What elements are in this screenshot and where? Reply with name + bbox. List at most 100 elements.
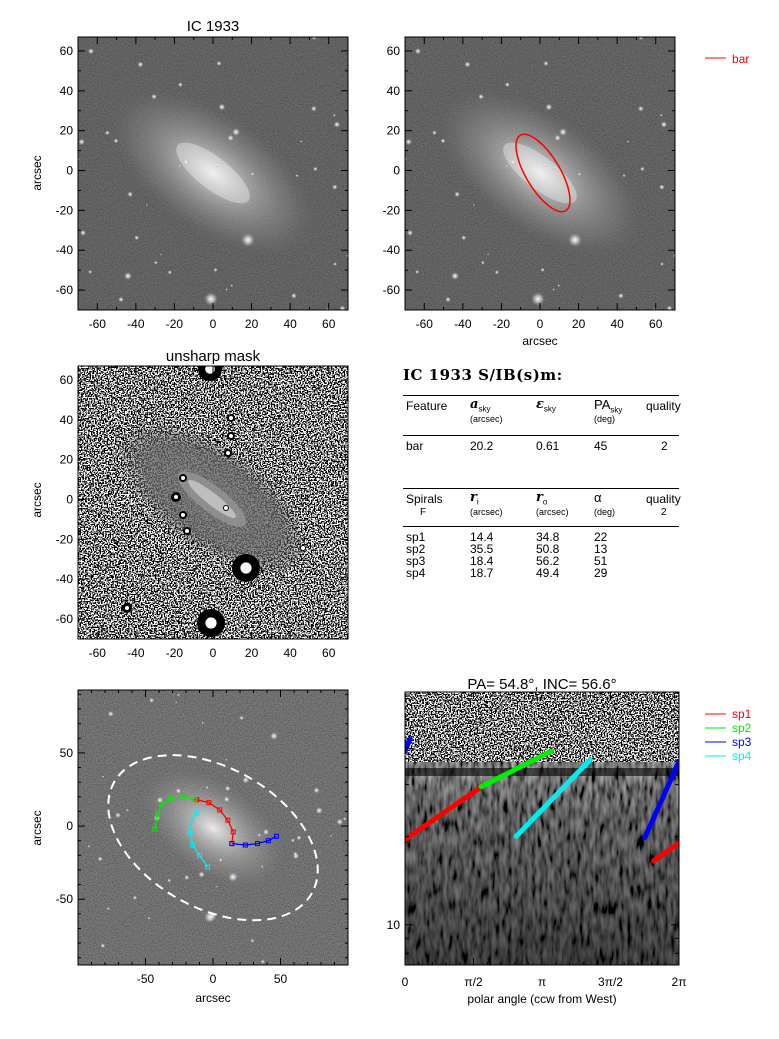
spiral-row-name: sp2	[406, 542, 426, 556]
star	[213, 267, 218, 273]
star	[226, 166, 230, 170]
arm-point-sp4	[194, 810, 200, 816]
star	[626, 140, 630, 143]
arm-point-sp1	[206, 800, 212, 806]
star	[218, 858, 223, 862]
col-pa-sub: sky	[610, 405, 623, 415]
star	[311, 37, 317, 41]
star	[478, 93, 484, 100]
star	[472, 203, 475, 207]
col-ri-sub: i	[476, 497, 479, 507]
star	[290, 292, 297, 299]
star	[106, 907, 110, 911]
star	[205, 786, 209, 790]
star	[293, 851, 298, 856]
col-feature: Feature	[406, 399, 448, 413]
series-sp1	[651, 840, 679, 864]
x-tick-label: 0	[537, 317, 544, 331]
col-a: a	[470, 397, 479, 412]
star	[239, 715, 244, 721]
x-tick-label: -40	[127, 646, 145, 660]
spiral-class: F	[420, 507, 427, 518]
bright-star	[510, 159, 516, 165]
star	[100, 943, 106, 949]
table-rule	[403, 526, 679, 527]
arm-point-sp2	[191, 797, 197, 803]
y-tick-label: 0	[66, 819, 73, 833]
bar-fit-raster	[405, 37, 675, 310]
bar-legend-label: bar	[732, 52, 749, 66]
star	[201, 721, 204, 725]
star	[342, 817, 347, 821]
unit-ro: (arcsec)	[536, 507, 569, 517]
table-rule	[403, 488, 679, 489]
star	[87, 48, 95, 55]
spiral-row-value: 50.8	[536, 542, 560, 556]
star	[132, 895, 138, 901]
image-title: IC 1933	[187, 18, 240, 35]
star	[153, 260, 158, 265]
polar-raster	[405, 692, 679, 965]
x-tick-label: 40	[610, 317, 624, 331]
x-tick-label: 0	[210, 972, 217, 986]
col-pa: PA	[594, 397, 611, 412]
star	[113, 138, 119, 144]
x-tick-label: 0	[210, 317, 217, 331]
star	[178, 164, 181, 168]
star	[431, 130, 437, 136]
bright-star	[531, 292, 545, 306]
star	[540, 267, 545, 273]
parameter-table: IC 1933 S/IB(s)m: Feature asky εsky PAsk…	[403, 366, 683, 579]
y-tick-label: 40	[60, 413, 74, 427]
star	[114, 812, 121, 819]
legend-label-sp1: sp1	[732, 707, 752, 721]
col-ro: r	[536, 490, 543, 505]
star	[440, 138, 446, 144]
arm-point-sp4	[197, 852, 202, 858]
star	[622, 174, 626, 178]
star	[454, 191, 460, 198]
y-tick-label: 0	[393, 164, 400, 178]
y-tick-label: 0	[66, 164, 73, 178]
unsharp-mask-ylabel: arcsec	[30, 482, 44, 517]
star	[262, 828, 270, 836]
spiral-row-value: 49.4	[536, 566, 560, 580]
star	[250, 172, 255, 176]
x-tick-label: 0	[210, 646, 217, 660]
x-tick-label: 20	[572, 317, 586, 331]
star	[118, 296, 124, 303]
star	[198, 871, 205, 878]
star	[181, 513, 185, 517]
spiral-row-name: sp3	[406, 554, 426, 568]
deprojected-raster	[78, 690, 348, 965]
bar-row-quality: 2	[661, 439, 668, 453]
star	[552, 288, 555, 291]
arm-point-sp3	[255, 841, 261, 847]
col-quality: quality	[646, 399, 681, 413]
star	[296, 835, 302, 841]
x-tick-label: 60	[322, 646, 336, 660]
legend-label-sp3: sp3	[732, 735, 752, 749]
y-tick-label: -40	[56, 243, 74, 257]
spiral-row-value: 35.5	[470, 542, 494, 556]
star	[215, 162, 220, 167]
x-tick-label: 20	[245, 646, 259, 660]
deprojected-ylabel: arcsec	[30, 810, 44, 845]
star	[557, 284, 561, 287]
y-tick-label: 0	[66, 493, 73, 507]
unsharp-mask-axes: -60 -40 -20 0 20 40 60 60 40 20 0 -20 -40 -60	[56, 366, 349, 660]
star	[445, 296, 451, 303]
table-rule	[403, 395, 679, 396]
y-tick-label: 60	[387, 44, 401, 58]
col-a-sub: sky	[478, 404, 491, 414]
series-sp3	[642, 758, 679, 841]
x-tick-label: 3π/2	[598, 975, 623, 989]
star	[205, 617, 217, 629]
star	[151, 93, 157, 100]
unit-alpha: (deg)	[594, 507, 616, 517]
image-raster	[78, 37, 348, 310]
star	[260, 959, 265, 964]
col-ro-sub: o	[542, 497, 548, 507]
star	[339, 305, 346, 310]
